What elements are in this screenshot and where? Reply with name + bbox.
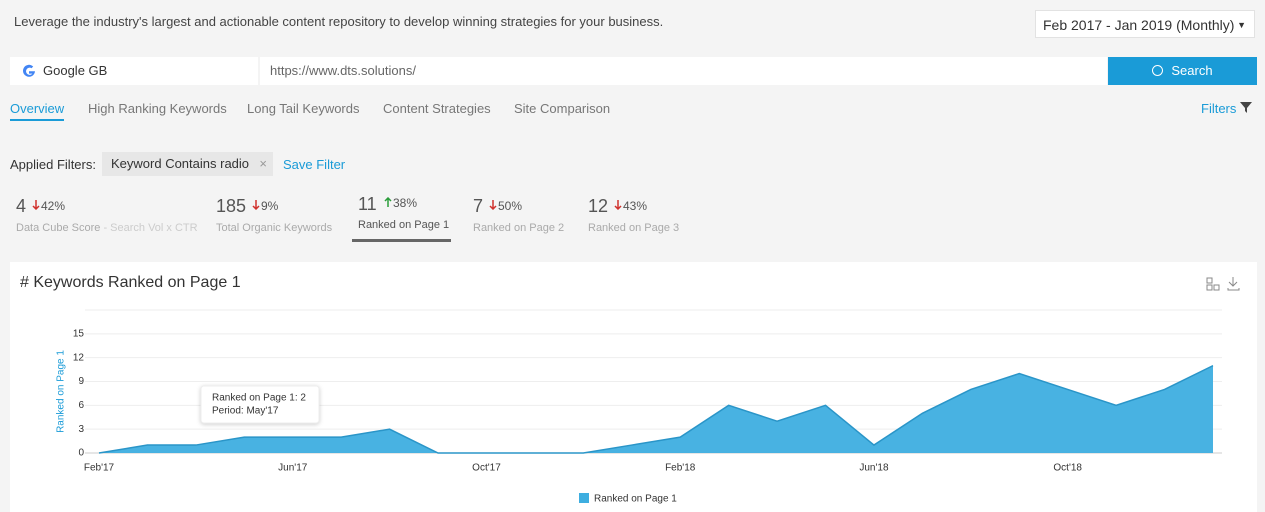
metric-change: 43% (623, 199, 648, 213)
url-input[interactable]: https://www.dts.solutions/ (260, 57, 1107, 85)
filters-label: Filters (1201, 101, 1237, 116)
applied-label: Applied Filters: (10, 157, 96, 172)
y-tick-label: 6 (78, 400, 84, 411)
metric-label: Data Cube Score - Search Vol x CTR (16, 222, 198, 234)
metric-change: 9% (261, 199, 279, 213)
tab[interactable]: Content Strategies (383, 101, 491, 116)
area (99, 365, 1213, 453)
tooltip (200, 385, 320, 424)
tooltip-line: Ranked on Page 1: 2 (212, 393, 306, 404)
legend-label: Ranked on Page 1 (594, 494, 677, 505)
metric-change: 38% (393, 196, 418, 210)
chart-title: # Keywords Ranked on Page 1 (20, 274, 241, 291)
metric-value: 4 (16, 196, 27, 216)
change-arrow (489, 200, 497, 210)
search-label: Search (1171, 63, 1213, 78)
metric-value: 185 (216, 196, 247, 216)
engine-select[interactable]: Google GB (10, 57, 258, 85)
description: Leverage the industry's largest and acti… (14, 14, 664, 29)
filter-chip[interactable]: Keyword Contains radio × (102, 152, 273, 176)
chip-close[interactable]: × (259, 156, 267, 171)
tooltip-line: Period: May'17 (212, 406, 279, 417)
tab[interactable]: Long Tail Keywords (247, 101, 360, 116)
y-tick-label: 12 (73, 352, 85, 363)
y-tick-label: 3 (78, 424, 84, 435)
metric-label: Ranked on Page 2 (473, 222, 565, 234)
metric-change: 50% (498, 199, 523, 213)
chip-label: Keyword Contains radio (111, 156, 250, 171)
engine: Google GB (43, 63, 108, 78)
change-arrow (384, 197, 392, 207)
metric-value: 7 (473, 196, 484, 216)
y-tick-label: 15 (73, 328, 85, 339)
caret: ▼ (1237, 20, 1246, 30)
search-button[interactable]: Search (1108, 57, 1257, 85)
grid-icon[interactable] (1206, 277, 1213, 284)
x-tick-label: Oct'17 (472, 463, 501, 474)
line (98, 364, 1214, 454)
tab[interactable]: Overview (10, 101, 65, 121)
metric-label: Total Organic Keywords (216, 222, 333, 234)
metric-change: 42% (41, 199, 66, 213)
x-tick-label: Jun'18 (859, 463, 889, 474)
download-icon[interactable] (1227, 277, 1240, 291)
url: https://www.dts.solutions/ (270, 63, 416, 78)
metric-value: 11 (358, 194, 377, 214)
x-tick-label: Oct'18 (1053, 463, 1082, 474)
y-axis-label: Ranked on Page 1 (56, 350, 67, 433)
date-dropdown[interactable]: Feb 2017 - Jan 2019 (Monthly) ▼ (1035, 10, 1255, 38)
x-tick-label: Feb'17 (84, 463, 115, 474)
change-arrow (614, 200, 622, 210)
metric-label: Ranked on Page 1 (358, 219, 450, 231)
google-icon (23, 64, 35, 77)
date-range: Feb 2017 - Jan 2019 (Monthly) (1043, 17, 1235, 33)
search-icon (1152, 65, 1164, 76)
legend-swatch (579, 493, 589, 503)
chart-tools (1206, 277, 1240, 291)
metric-sublabel: - Search Vol x CTR (103, 222, 198, 234)
save-filter[interactable]: Save Filter (283, 157, 346, 172)
y-tick-label: 9 (78, 376, 84, 387)
tab[interactable]: High Ranking Keywords (88, 101, 227, 116)
change-arrow (252, 200, 260, 210)
filter-icon (1240, 102, 1253, 113)
change-arrow (32, 200, 40, 210)
y-tick-label: 0 (78, 448, 84, 459)
tab[interactable]: Site Comparison (514, 101, 611, 116)
metric[interactable]: 11 38% Ranked on Page 1 (352, 194, 451, 242)
metric-label: Ranked on Page 3 (588, 222, 680, 234)
metric-value: 12 (588, 196, 609, 216)
x-tick-label: Jun'17 (278, 463, 308, 474)
filters-link[interactable]: Filters (1201, 101, 1253, 116)
x-tick-label: Feb'18 (665, 463, 696, 474)
